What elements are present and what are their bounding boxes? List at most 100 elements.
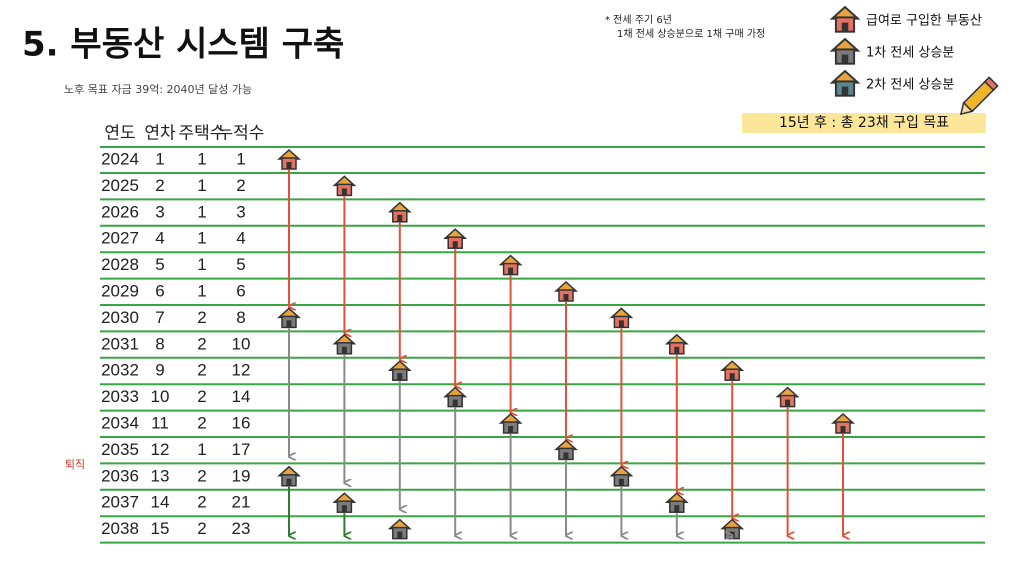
table-cell: 4	[236, 229, 245, 248]
house-icon	[829, 37, 861, 65]
house-door	[397, 531, 403, 539]
house-icon	[554, 280, 578, 302]
table-cell: 2024	[101, 149, 139, 168]
table-cell: 2	[197, 413, 206, 432]
table-cell: 6	[236, 281, 245, 300]
table-cell: 12	[151, 440, 170, 459]
column-header: 연도	[104, 123, 135, 142]
table-cell: 8	[236, 308, 245, 327]
house-icon	[387, 360, 412, 381]
retire-label: 퇴직	[65, 458, 85, 471]
table-cell: 11	[151, 413, 169, 432]
house-icon	[332, 333, 357, 355]
subtitle: 노후 목표 자금 39억: 2040년 달성 가능	[64, 83, 252, 96]
house-door	[341, 505, 347, 513]
house-door	[729, 373, 735, 381]
house-icon	[277, 307, 301, 329]
house-icon	[332, 492, 357, 513]
table-cell: 2	[236, 176, 245, 195]
house-door	[286, 320, 292, 328]
legend-label: 급여로 구입한 부동산	[866, 14, 982, 29]
column-header: 연차	[144, 123, 176, 142]
table-cell: 1	[197, 229, 206, 248]
flow-diagram	[277, 148, 855, 540]
table-cell: 4	[155, 229, 164, 248]
table-cell: 2027	[101, 229, 139, 248]
table-cell: 14	[232, 387, 251, 406]
table-cell: 2037	[101, 493, 139, 512]
house-door	[341, 346, 347, 354]
house-door	[841, 54, 849, 64]
house-door	[341, 188, 347, 196]
table-cell: 1	[155, 149, 164, 168]
house-icon	[443, 386, 468, 408]
house-door	[508, 426, 514, 433]
goal-box	[742, 113, 986, 133]
house-icon	[498, 254, 523, 276]
legend: 급여로 구입한 부동산 1차 전세 상승분 2차 전세 상승분	[829, 5, 982, 97]
house-icon	[277, 465, 301, 487]
table-cell: 3	[236, 202, 245, 221]
table-cell: 2029	[101, 281, 139, 300]
table-cell: 3	[155, 202, 164, 221]
table-cell: 13	[151, 466, 170, 485]
house-door	[286, 478, 292, 486]
table-cell: 7	[155, 308, 164, 327]
house-icon	[829, 5, 861, 33]
goal-text: 15년 후 : 총 23채 구입 목표	[779, 115, 949, 131]
table-cell: 1	[197, 281, 206, 300]
table-cell: 9	[155, 361, 164, 380]
house-icon	[277, 148, 301, 170]
house-door	[397, 373, 403, 381]
house-icon	[554, 439, 578, 461]
table-cell: 12	[232, 361, 251, 380]
house-icon	[831, 412, 855, 434]
table-cell: 1	[197, 176, 206, 195]
house-door	[452, 241, 458, 249]
table-cell: 2	[197, 308, 206, 327]
column-header: 누적수	[218, 123, 265, 142]
house-door	[618, 320, 624, 328]
house-door	[563, 294, 569, 301]
table-cell: 2	[197, 466, 206, 485]
house-icon	[609, 465, 634, 487]
note-line: * 전세 주기 6년	[605, 14, 672, 26]
house-icon	[609, 307, 634, 329]
table-cell: 2031	[101, 334, 139, 353]
table-cell: 15	[151, 519, 170, 538]
table-cell: 1	[236, 149, 245, 168]
table-cell: 2036	[101, 466, 139, 485]
table-cell: 14	[151, 493, 170, 512]
house-icon	[498, 412, 523, 434]
house-icon	[829, 69, 861, 97]
house-door	[674, 346, 680, 354]
table-cell: 10	[151, 387, 170, 406]
column-header: 주택수	[179, 123, 226, 142]
house-door	[840, 426, 846, 433]
house-door	[286, 162, 292, 169]
table-cell: 5	[155, 255, 164, 274]
house-icon	[720, 360, 745, 381]
table-cell: 21	[232, 493, 251, 512]
house-icon	[664, 333, 689, 355]
house-icon	[332, 175, 357, 197]
table-cell: 2030	[101, 308, 139, 327]
house-icon	[664, 492, 689, 513]
table-cell: 2	[197, 387, 206, 406]
table-cell: 2038	[101, 519, 139, 538]
table-cell: 5	[236, 255, 245, 274]
pencil-icon	[959, 76, 999, 116]
table-cell: 1	[197, 202, 206, 221]
table-cell: 2025	[101, 176, 139, 195]
table-cell: 2028	[101, 255, 139, 274]
house-door	[618, 478, 624, 486]
house-icon	[443, 228, 468, 249]
legend-label: 1차 전세 상승분	[866, 46, 954, 61]
house-door	[841, 86, 849, 96]
table-cell: 17	[232, 440, 251, 459]
table-cell: 2	[197, 334, 206, 353]
table-cell: 2033	[101, 387, 139, 406]
house-door	[452, 399, 458, 407]
